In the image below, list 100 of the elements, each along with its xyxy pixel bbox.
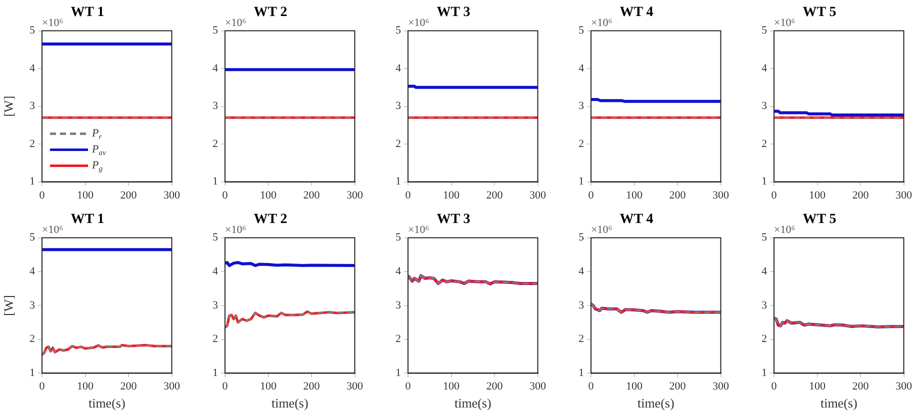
y-axis-title: [W] [1, 96, 16, 117]
y-tick-label: 2 [212, 333, 218, 346]
x-tick-label: 100 [443, 189, 460, 202]
y-tick-label: 3 [578, 299, 584, 312]
y-tick-label: 3 [762, 100, 768, 112]
x-tick-label: 100 [77, 189, 94, 202]
x-tick-label: 0 [405, 380, 412, 393]
y-tick-label: 4 [212, 62, 218, 74]
chart-title: WT 5 [802, 212, 836, 228]
y-tick-label: 2 [212, 138, 218, 150]
x-tick-label: 200 [669, 380, 686, 393]
y-tick-label: 5 [578, 232, 584, 244]
x-tick-label: 0 [588, 380, 594, 393]
y-tick-label: 1 [762, 367, 767, 380]
x-tick-label: 200 [852, 380, 870, 393]
chart-title: WT 2 [254, 212, 288, 228]
x-tick-label: 100 [809, 380, 826, 393]
x-tick-label: 300 [712, 380, 730, 393]
text: ×10⁶ [591, 224, 612, 236]
y-tick-label: 4 [578, 62, 584, 74]
y-tick-label: 5 [578, 24, 584, 37]
x-axis-title: time(s) [454, 396, 492, 411]
x-tick-label: 100 [626, 189, 643, 202]
x-tick-label: 0 [222, 189, 228, 202]
chart-title: WT 1 [70, 5, 104, 20]
x-tick-label: 300 [164, 189, 180, 202]
x-tick-label: 0 [771, 380, 778, 393]
y-tick-label: 5 [762, 232, 768, 244]
x-axis-title: time(s) [271, 396, 308, 411]
y-tick-label: 2 [396, 138, 401, 150]
x-tick-label: 0 [39, 380, 46, 393]
y-tick-label: 3 [578, 100, 584, 112]
text: ×10⁶ [225, 17, 246, 30]
text: ×10⁶ [42, 17, 64, 30]
text: ×10⁶ [591, 17, 612, 30]
y-tick-label: 2 [578, 333, 584, 346]
y-tick-label: 4 [30, 62, 36, 74]
chart-title: WT 1 [70, 212, 104, 228]
text: ×10⁶ [225, 224, 246, 236]
y-tick-label: 1 [212, 176, 218, 188]
x-tick-label: 200 [120, 380, 138, 393]
y-tick-label: 1 [30, 367, 35, 380]
y-tick-label: 4 [396, 266, 402, 278]
text: ×10⁶ [774, 224, 796, 236]
y-tick-label: 2 [578, 138, 584, 150]
y-tick-label: 3 [762, 299, 768, 312]
y-tick-label: 4 [578, 266, 584, 278]
x-tick-label: 300 [896, 380, 912, 393]
y-tick-label: 4 [212, 266, 218, 278]
x-tick-label: 0 [39, 189, 46, 202]
text: ×10⁶ [408, 17, 430, 30]
x-tick-label: 0 [405, 189, 412, 202]
y-tick-label: 1 [396, 176, 401, 188]
x-tick-label: 200 [303, 189, 320, 202]
x-tick-label: 200 [852, 189, 870, 202]
y-tick-label: 2 [30, 138, 35, 150]
x-tick-label: 200 [486, 189, 504, 202]
y-tick-label: 4 [396, 62, 402, 74]
y-tick-label: 2 [30, 333, 35, 346]
chart-title: WT 4 [620, 5, 654, 20]
x-tick-label: 0 [771, 189, 778, 202]
y-tick-label: 3 [30, 100, 36, 112]
x-tick-label: 300 [164, 380, 180, 393]
y-tick-label: 5 [30, 24, 36, 37]
x-tick-label: 200 [669, 189, 686, 202]
chart-title: WT 3 [436, 5, 470, 20]
y-tick-label: 1 [30, 176, 35, 188]
x-tick-label: 300 [346, 380, 364, 393]
y-tick-label: 4 [762, 266, 768, 278]
x-tick-label: 100 [260, 380, 277, 393]
y-tick-label: 3 [396, 100, 402, 112]
y-tick-label: 1 [396, 367, 401, 380]
x-tick-label: 300 [530, 189, 546, 202]
y-tick-label: 3 [212, 299, 218, 312]
y-tick-label: 3 [30, 299, 36, 312]
y-tick-label: 2 [396, 333, 401, 346]
y-tick-label: 2 [762, 138, 767, 150]
y-tick-label: 5 [396, 24, 402, 37]
x-tick-label: 300 [896, 189, 912, 202]
chart-title: WT 3 [436, 212, 470, 228]
x-tick-label: 100 [260, 189, 277, 202]
x-tick-label: 100 [443, 380, 460, 393]
x-tick-label: 200 [120, 189, 138, 202]
y-tick-label: 5 [212, 24, 218, 37]
x-tick-label: 200 [486, 380, 504, 393]
chart-title: WT 2 [254, 5, 288, 20]
text: ×10⁶ [42, 224, 64, 236]
text: ×10⁶ [774, 17, 796, 30]
chart-title: WT 5 [802, 5, 836, 20]
x-tick-label: 200 [303, 380, 320, 393]
x-axis-title: time(s) [820, 396, 858, 411]
y-tick-label: 5 [762, 24, 768, 37]
text: ×10⁶ [408, 224, 430, 236]
y-tick-label: 1 [212, 367, 218, 380]
x-tick-label: 0 [588, 189, 594, 202]
y-tick-label: 4 [762, 62, 768, 74]
y-tick-label: 1 [578, 367, 584, 380]
y-tick-label: 3 [212, 100, 218, 112]
y-tick-label: 3 [396, 299, 402, 312]
x-axis-title: time(s) [637, 396, 674, 411]
